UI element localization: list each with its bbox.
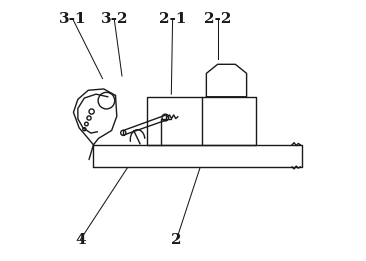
Text: 3-2: 3-2 xyxy=(100,12,128,26)
Text: 2-2: 2-2 xyxy=(204,12,232,26)
Text: 3-1: 3-1 xyxy=(59,12,86,26)
Text: 4: 4 xyxy=(75,233,86,247)
Text: 2-1: 2-1 xyxy=(159,12,186,26)
Text: 2: 2 xyxy=(171,233,182,247)
